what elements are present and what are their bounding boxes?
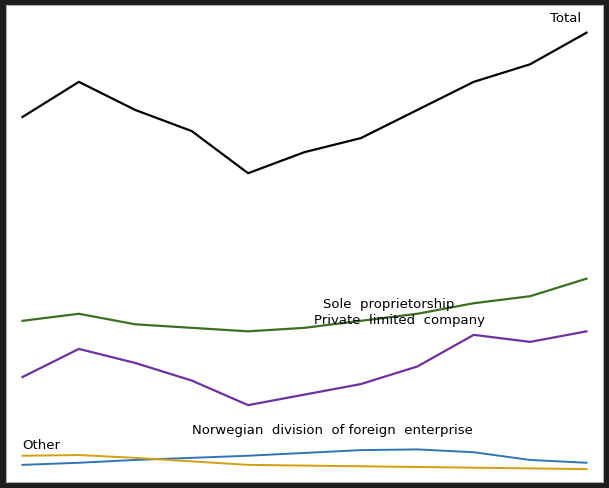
- Text: Other: Other: [23, 438, 60, 451]
- Text: Total: Total: [550, 12, 581, 25]
- Text: Norwegian  division  of foreign  enterprise: Norwegian division of foreign enterprise: [192, 423, 473, 436]
- Text: Private  limited  company: Private limited company: [314, 314, 485, 327]
- Text: Sole  proprietorship: Sole proprietorship: [323, 298, 455, 311]
